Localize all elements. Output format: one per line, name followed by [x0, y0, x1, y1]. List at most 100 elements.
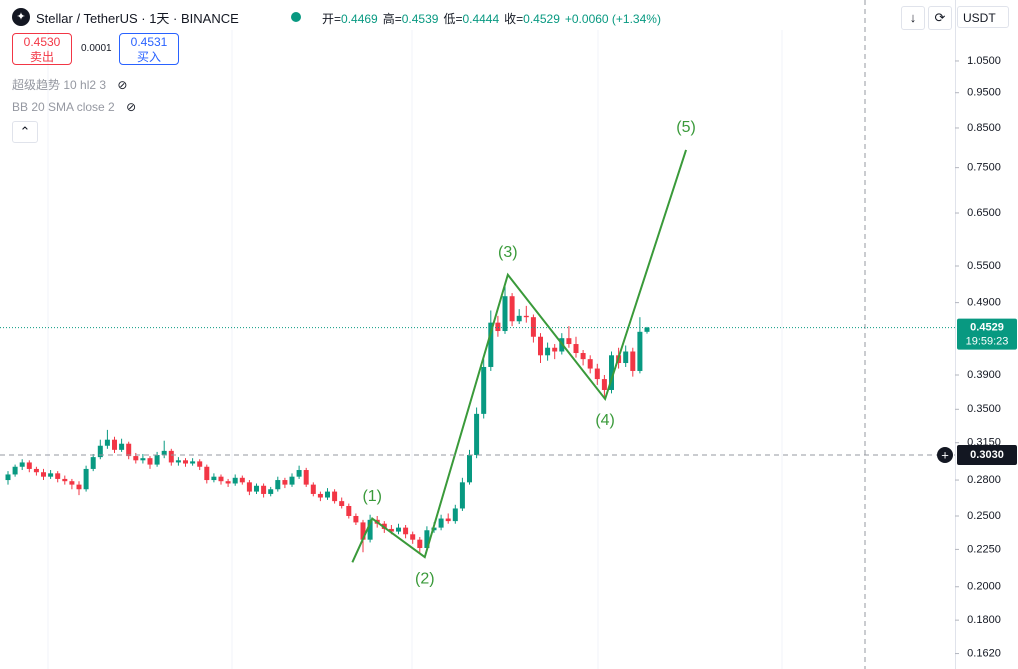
candle-body — [353, 515, 359, 523]
indicator-name: 超级趋势 10 hl2 3 — [12, 78, 107, 92]
candle-body — [566, 338, 572, 345]
crosshair-label: 0.3030 — [970, 449, 1004, 461]
logo: ✦ — [12, 8, 30, 26]
candle-body — [254, 485, 259, 492]
candle-body — [403, 527, 409, 535]
candle-body — [573, 344, 579, 354]
y-tick-label: 0.3500 — [967, 403, 1001, 415]
candle-body — [168, 450, 174, 463]
candle-body — [204, 466, 210, 481]
candle-body — [459, 482, 465, 509]
y-tick-label: 0.2800 — [967, 474, 1001, 486]
candle-body — [289, 476, 295, 485]
candle-body — [246, 482, 252, 492]
candle-body — [239, 477, 245, 483]
candle-body — [261, 485, 267, 494]
y-tick-label: 0.6500 — [967, 207, 1001, 219]
ohlc: 开=0.4469 高=0.4539 低=0.4444 收=0.4529 +0.0060 … — [322, 10, 661, 27]
candle-body — [69, 481, 75, 485]
candle-body — [275, 480, 281, 490]
candle-body — [303, 470, 309, 485]
change: +0.0060 (+1.34%) — [564, 12, 661, 26]
candle-body — [97, 445, 103, 458]
candle-body — [538, 336, 543, 356]
symbol-title[interactable]: Stellar / TetherUS · 1天 · BINANCE — [36, 11, 239, 26]
y-tick-label: 0.1800 — [967, 614, 1001, 626]
candle-body — [161, 450, 167, 456]
candle-body — [211, 476, 217, 481]
buy-label: 买入 — [136, 50, 161, 64]
countdown: 19:59:23 — [966, 335, 1009, 347]
refresh-button[interactable]: ⟳ — [928, 6, 952, 30]
wave-label: (2) — [415, 570, 435, 587]
candle-body — [495, 322, 501, 332]
candle-body — [310, 484, 316, 494]
currency-select[interactable]: USDT — [957, 6, 1009, 28]
ohlc-label: 高= — [382, 12, 402, 26]
candle-body — [48, 473, 54, 477]
y-tick-label: 0.2250 — [967, 543, 1001, 555]
candle-body — [630, 351, 636, 371]
candle-body — [119, 443, 125, 450]
candle-body — [218, 476, 224, 482]
candle-body — [530, 317, 536, 337]
y-tick-label: 0.4900 — [967, 297, 1001, 309]
candles — [5, 284, 650, 554]
candle-body — [332, 491, 338, 502]
indicator[interactable]: 超级趋势 10 hl2 3 ⊘ — [12, 78, 128, 92]
wave-label: (1) — [362, 488, 382, 505]
candle-body — [5, 474, 11, 481]
candle-body — [325, 491, 330, 498]
candle-body — [90, 457, 96, 469]
candle-body — [467, 455, 472, 483]
indicator-name: BB 20 SMA close 2 — [12, 100, 115, 114]
candle-body — [424, 530, 430, 548]
candle-body — [488, 322, 494, 367]
candle-body — [516, 315, 522, 322]
ohlc-value: 0.4444 — [462, 12, 500, 26]
candle-body — [26, 462, 32, 469]
candle-body — [112, 439, 117, 450]
candle-body — [438, 518, 444, 528]
candle-body — [545, 347, 551, 356]
ohlc-value: 0.4469 — [341, 12, 378, 26]
y-tick-label: 0.2500 — [967, 510, 1001, 522]
wave-line — [351, 149, 688, 563]
status-dot — [291, 12, 301, 22]
spread: 0.0001 — [81, 43, 112, 54]
candle-body — [609, 355, 614, 390]
ohlc-label: 收= — [504, 12, 524, 26]
ohlc-label: 低= — [443, 12, 463, 26]
sell-button[interactable]: 0.4530 卖出 — [12, 33, 72, 65]
plus: + — [941, 447, 949, 462]
candle-body — [346, 506, 352, 516]
ohlc-value: 0.4529 — [523, 12, 560, 26]
candle-body — [12, 466, 18, 475]
candle-body — [637, 331, 643, 371]
buy-button[interactable]: 0.4531 买入 — [119, 33, 179, 65]
last-price-box — [957, 318, 1017, 350]
candle-body — [396, 527, 401, 532]
scroll-button[interactable]: ↓ — [901, 6, 925, 30]
candle-body — [502, 296, 508, 332]
ohlc-value: 0.4539 — [401, 12, 439, 26]
wave-label: (3) — [498, 244, 518, 261]
candle-body — [410, 534, 416, 540]
y-tick-label: 0.9500 — [967, 87, 1001, 99]
candle-body — [183, 460, 188, 464]
candle-body — [481, 366, 487, 414]
candle-body — [133, 456, 139, 461]
collapse-button[interactable]: ⌃ — [12, 121, 38, 143]
candle-body — [55, 473, 61, 479]
candle-body — [147, 458, 153, 465]
candle-body — [175, 460, 181, 463]
candle-body — [296, 470, 302, 477]
candle-body — [452, 508, 458, 522]
candle-body — [523, 315, 529, 318]
candle-body — [41, 472, 46, 477]
candle-body — [644, 327, 650, 332]
candle-body — [587, 359, 593, 369]
candle-body — [19, 462, 25, 467]
candle-body — [197, 461, 203, 467]
indicator[interactable]: BB 20 SMA close 2 ⊘ — [12, 100, 137, 114]
